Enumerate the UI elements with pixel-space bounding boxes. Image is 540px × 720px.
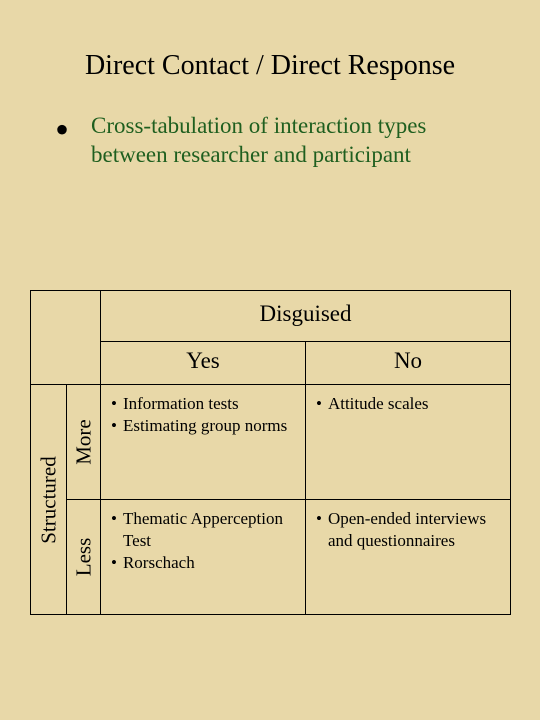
row-header-label: More <box>71 419 96 465</box>
row-header-more: More <box>67 385 101 500</box>
column-spanner: Disguised <box>101 291 511 342</box>
slide-title: Direct Contact / Direct Response <box>30 50 510 82</box>
bullet-icon: • <box>55 120 69 140</box>
cell-text: Attitude scales <box>328 393 502 415</box>
table-row: Disguised <box>31 291 511 342</box>
table-row: Structured More •Information tests •Esti… <box>31 385 511 500</box>
blank-corner <box>31 291 101 385</box>
bullet-icon: • <box>111 415 117 437</box>
cell-more-no: • Attitude scales <box>306 385 511 500</box>
column-header-yes: Yes <box>101 342 306 385</box>
crosstab-table: Disguised Yes No Structured More • Inform… <box>30 290 510 615</box>
table-row: Less •Thematic Apperception Test •Rorsch… <box>31 500 511 615</box>
bullet-text: Cross-tabulation of interaction types be… <box>91 112 500 170</box>
bullet-item: • Cross-tabulation of interaction types … <box>55 112 500 170</box>
cell-more-yes: • Information tests • Estimating group nor… <box>101 385 306 500</box>
bullet-icon: • <box>111 508 117 552</box>
cell-text: Thematic Apperception Test <box>123 508 297 552</box>
cell-text: Estimating group norms <box>123 415 297 437</box>
column-header-no: No <box>306 342 511 385</box>
cell-text: Rorschach <box>123 552 297 574</box>
row-header-less: Less <box>67 500 101 615</box>
row-spanner: Structured <box>31 385 67 615</box>
table-row: Yes No <box>31 342 511 385</box>
bullet-icon: • <box>111 393 117 415</box>
bullet-icon: • <box>316 508 322 552</box>
cell-less-yes: •Thematic Apperception Test •Rorschach <box>101 500 306 615</box>
slide: Direct Contact / Direct Response • Cross… <box>0 0 540 720</box>
cell-less-no: •Open-ended interviews and questionnaire… <box>306 500 511 615</box>
row-header-label: Less <box>71 538 96 577</box>
row-spanner-label: Structured <box>36 456 61 543</box>
bullet-icon: • <box>111 552 117 574</box>
cell-text: Open-ended interviews and questionnaires <box>328 508 502 552</box>
bullet-icon: • <box>316 393 322 415</box>
cell-text: Information tests <box>123 393 297 415</box>
